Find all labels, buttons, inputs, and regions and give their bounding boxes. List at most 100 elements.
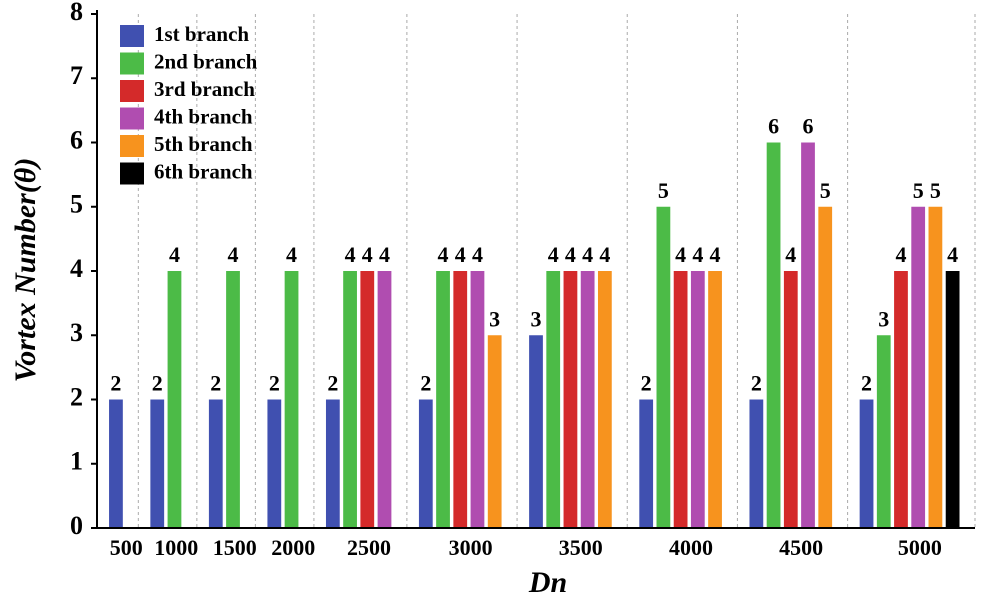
bar (766, 142, 781, 528)
value-label: 4 (286, 242, 297, 267)
value-label: 4 (345, 242, 356, 267)
bar (418, 399, 433, 528)
bar (749, 399, 764, 528)
value-label: 2 (751, 371, 762, 396)
bar (639, 399, 654, 528)
y-axis-title: Vortex Number(θ) (9, 158, 42, 383)
bar (911, 206, 926, 528)
legend-label: 6th branch (154, 159, 253, 183)
bar (945, 271, 960, 528)
x-tick-label: 5000 (898, 535, 942, 560)
bar (453, 271, 468, 528)
legend-label: 1st branch (154, 22, 249, 46)
bar (876, 335, 891, 528)
y-tick-label: 0 (70, 511, 83, 540)
bar (284, 271, 299, 528)
legend-label: 4th branch (154, 104, 253, 128)
bar (109, 399, 123, 528)
bar (208, 399, 223, 528)
bar (859, 399, 874, 528)
value-label: 4 (438, 242, 449, 267)
y-tick-label: 8 (70, 0, 83, 26)
value-label: 2 (327, 371, 338, 396)
bar (325, 399, 340, 528)
legend-swatch (120, 135, 144, 157)
value-label: 4 (455, 242, 466, 267)
x-tick-label: 500 (110, 535, 143, 560)
value-label: 2 (110, 371, 121, 396)
bar (487, 335, 502, 528)
y-tick-label: 7 (70, 61, 83, 90)
value-label: 6 (803, 114, 814, 139)
bar (546, 271, 561, 528)
x-tick-label: 1500 (213, 535, 257, 560)
value-label: 4 (599, 242, 610, 267)
bar (818, 206, 833, 528)
y-tick-label: 6 (70, 125, 83, 154)
value-label: 2 (152, 371, 163, 396)
value-label: 5 (930, 178, 941, 203)
bar (580, 271, 595, 528)
value-label: 4 (582, 242, 593, 267)
legend-swatch (120, 162, 144, 185)
value-label: 4 (228, 242, 239, 267)
value-label: 4 (379, 242, 390, 267)
value-label: 2 (641, 371, 652, 396)
y-tick-label: 2 (70, 382, 83, 411)
bar (343, 271, 357, 528)
value-label: 5 (913, 178, 924, 203)
bar (656, 206, 671, 528)
value-label: 2 (269, 371, 280, 396)
x-tick-label: 1000 (154, 535, 198, 560)
legend-label: 2nd branch (154, 49, 258, 73)
value-label: 4 (710, 242, 721, 267)
legend-swatch (120, 80, 144, 102)
value-label: 3 (489, 306, 500, 331)
value-label: 2 (420, 371, 431, 396)
legend-swatch (120, 107, 144, 130)
x-tick-label: 2000 (271, 535, 315, 560)
value-label: 4 (169, 242, 180, 267)
value-label: 4 (548, 242, 559, 267)
bar (167, 271, 182, 528)
x-tick-label: 2500 (347, 535, 391, 560)
bar (563, 271, 578, 528)
bar (690, 271, 705, 528)
value-label: 2 (861, 371, 872, 396)
bar (360, 271, 375, 528)
bar (226, 271, 240, 528)
value-label: 4 (785, 242, 796, 267)
legend-label: 3rd branch (154, 77, 255, 101)
legend-swatch (120, 52, 144, 75)
bar (673, 271, 688, 528)
bar (150, 399, 165, 528)
bar (928, 206, 943, 528)
value-label: 4 (362, 242, 373, 267)
y-tick-label: 5 (70, 190, 83, 219)
value-label: 4 (675, 242, 686, 267)
bar (783, 271, 798, 528)
bar (267, 399, 282, 528)
value-label: 4 (692, 242, 703, 267)
value-label: 4 (895, 242, 906, 267)
bar (708, 271, 722, 528)
bar (529, 335, 543, 528)
y-tick-label: 4 (70, 254, 83, 283)
value-label: 6 (768, 114, 779, 139)
x-tick-label: 3500 (559, 535, 603, 560)
legend-label: 5th branch (154, 132, 253, 156)
bar (597, 271, 612, 528)
value-label: 5 (820, 178, 831, 203)
value-label: 5 (658, 178, 669, 203)
bar (470, 271, 485, 528)
x-tick-label: 4000 (669, 535, 713, 560)
y-tick-label: 3 (70, 318, 83, 347)
value-label: 3 (531, 306, 542, 331)
bar (801, 142, 815, 528)
bar (436, 271, 450, 528)
bar (377, 271, 392, 528)
value-label: 4 (947, 242, 958, 267)
value-label: 2 (210, 371, 221, 396)
